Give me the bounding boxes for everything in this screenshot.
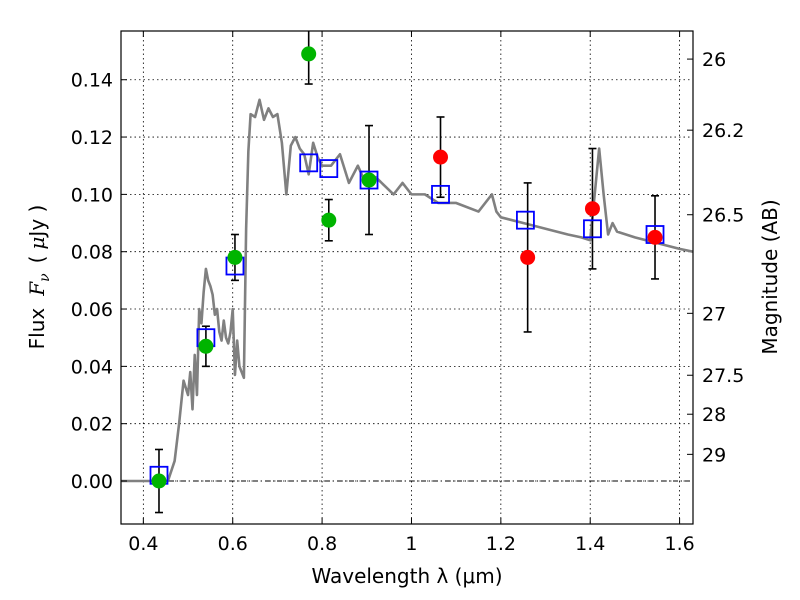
optical-photometry-point (321, 212, 337, 228)
data-layer (121, 31, 693, 514)
x-tick-label: 1.6 (664, 533, 694, 555)
x-tick-label: 1.2 (486, 533, 516, 555)
model-photometry-square (516, 210, 535, 230)
nir-photometry-point (584, 201, 600, 217)
optical-photometry-point (151, 473, 167, 489)
x-tick-label: 0.6 (218, 533, 248, 555)
nir-photometry-point (647, 229, 663, 245)
x-tick-label: 0.4 (128, 533, 158, 555)
tick-marks (121, 31, 693, 524)
nir-photometry-point (520, 249, 536, 265)
optical-photometry-point (361, 172, 377, 188)
y-tick-label: 0.14 (71, 70, 113, 92)
y2-axis-label: Magnitude (AB) (758, 199, 782, 354)
magnitude-tick-label: 26.5 (702, 205, 744, 227)
magnitude-tick-label: 29 (702, 444, 726, 466)
y-tick-label: 0.00 (71, 471, 113, 493)
x-axis-label: Wavelength λ (μm) (311, 564, 502, 588)
model-photometry-square (359, 170, 379, 190)
magnitude-tick-label: 27.5 (702, 365, 744, 387)
magnitude-tick-label: 26 (702, 49, 726, 71)
y-axis-label-prefix: Flux (25, 308, 49, 350)
y-axis-label-unit-mu: μ (25, 237, 49, 250)
y-tick-label: 0.12 (71, 127, 113, 149)
y-axis-label-symbol: F (25, 281, 49, 297)
x-tick-label: 1.4 (575, 533, 605, 555)
model-photometry-square (583, 219, 602, 239)
plot-frame (120, 30, 694, 525)
optical-photometry-point (198, 338, 214, 354)
model-photometry-square (431, 184, 450, 204)
magnitude-tick-label: 27 (702, 303, 726, 325)
y-axis-label-unit-open: ( (25, 256, 49, 264)
y-axis-label-unit-rest: Jy ) (25, 205, 49, 239)
x-tick-label: 0.8 (307, 533, 337, 555)
y-tick-label: 0.04 (71, 356, 113, 378)
optical-photometry-point (227, 249, 243, 265)
y-tick-label: 0.02 (71, 414, 113, 436)
model-sed-line (121, 98, 693, 483)
magnitude-tick-label: 26.2 (702, 120, 744, 142)
y-tick-label: 0.10 (71, 184, 113, 206)
y-tick-label: 0.06 (71, 299, 113, 321)
magnitude-tick-label: 28 (702, 404, 726, 426)
y-axis-label-subscript: ν (37, 273, 53, 282)
y-axis-label: Flux Fν ( μJy ) (25, 205, 53, 350)
x-tick-label: 1 (405, 533, 417, 555)
nir-photometry-point (433, 149, 449, 165)
model-photometry-square (299, 153, 319, 173)
model-photometry-square (319, 159, 339, 178)
optical-photometry-point (301, 46, 317, 62)
y-tick-label: 0.08 (71, 242, 113, 264)
